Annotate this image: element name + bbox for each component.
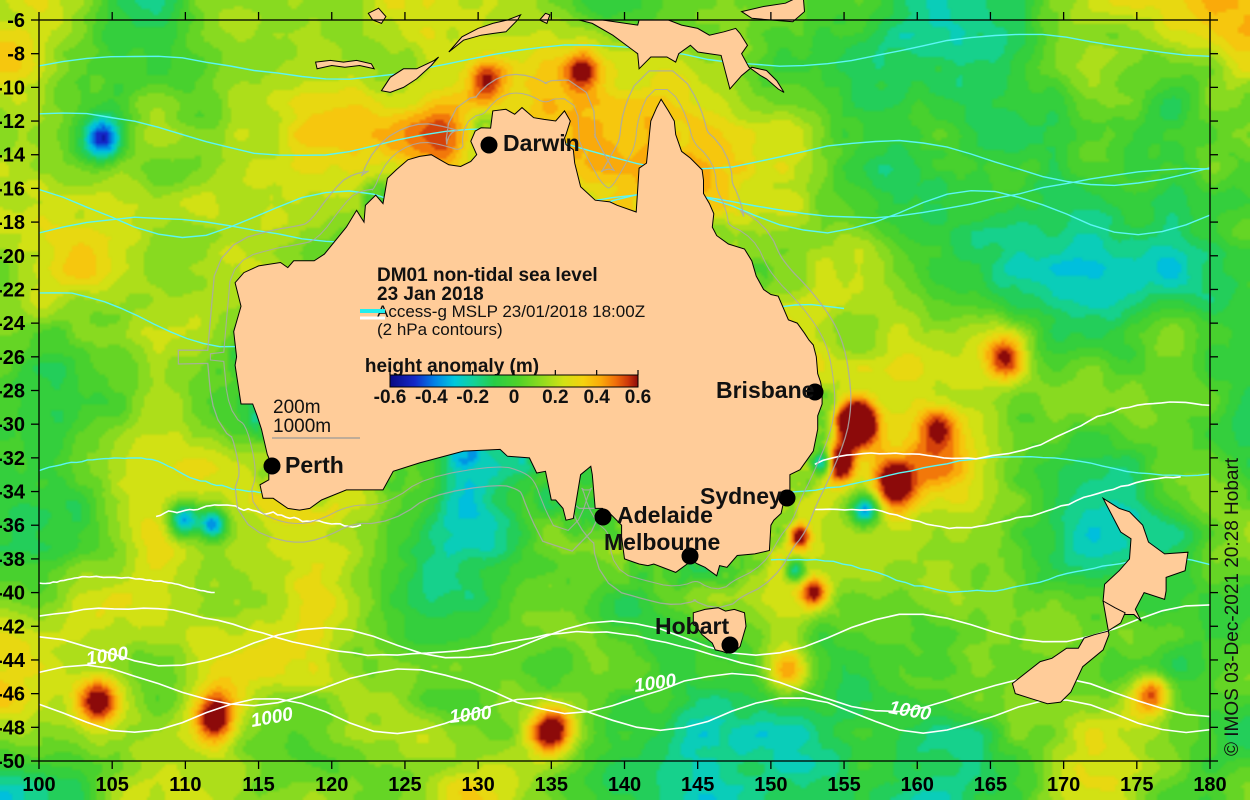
svg-text:Sydney: Sydney [700,483,782,509]
svg-text:© IMOS 03-Dec-2021 20:28 Hobar: © IMOS 03-Dec-2021 20:28 Hobart [1222,457,1243,756]
svg-text:Adelaide: Adelaide [617,502,713,528]
svg-text:140: 140 [608,774,641,796]
svg-text:-8: -8 [7,44,25,66]
svg-text:-24: -24 [0,313,26,335]
svg-text:-10: -10 [0,77,25,99]
svg-text:-40: -40 [0,583,25,605]
svg-text:Access-g MSLP 23/01/2018 18:00: Access-g MSLP 23/01/2018 18:00Z [377,302,645,321]
svg-text:130: 130 [461,774,494,796]
svg-text:155: 155 [827,774,860,796]
svg-text:-26: -26 [0,347,25,369]
svg-text:150: 150 [754,774,787,796]
svg-text:-28: -28 [0,381,25,403]
svg-text:0.4: 0.4 [583,387,610,408]
svg-text:DM01 non-tidal sea level: DM01 non-tidal sea level [377,265,598,286]
svg-text:100: 100 [22,774,55,796]
svg-text:-0.6: -0.6 [374,387,407,408]
svg-text:170: 170 [1047,774,1080,796]
svg-text:1000: 1000 [887,697,933,725]
svg-text:-34: -34 [0,482,26,504]
svg-text:1000: 1000 [448,703,493,728]
svg-text:Brisbane: Brisbane [716,377,814,403]
svg-text:-16: -16 [0,178,25,200]
svg-text:0.2: 0.2 [542,387,568,408]
svg-text:1000: 1000 [633,670,678,697]
svg-text:165: 165 [974,774,1007,796]
svg-text:135: 135 [535,774,568,796]
svg-text:Darwin: Darwin [503,130,580,156]
svg-text:-32: -32 [0,448,25,470]
svg-text:-0.2: -0.2 [456,387,489,408]
svg-text:175: 175 [1120,774,1153,796]
svg-text:115: 115 [242,774,274,796]
svg-text:200m: 200m [273,397,321,418]
svg-text:(2 hPa contours): (2 hPa contours) [377,320,503,339]
svg-text:-14: -14 [0,145,26,167]
svg-text:145: 145 [681,774,714,796]
svg-text:-44: -44 [0,650,26,672]
svg-text:-36: -36 [0,515,25,537]
svg-text:180: 180 [1193,774,1226,796]
svg-text:-46: -46 [0,684,25,706]
svg-text:110: 110 [169,774,201,796]
svg-text:1000: 1000 [249,704,295,732]
svg-text:120: 120 [315,774,348,796]
svg-text:-12: -12 [0,111,25,133]
svg-text:-48: -48 [0,717,25,739]
svg-text:height anomaly (m): height anomaly (m) [365,356,539,377]
svg-text:1000: 1000 [85,643,130,670]
svg-text:-6: -6 [7,10,25,32]
svg-text:105: 105 [96,774,129,796]
svg-text:Melbourne: Melbourne [604,529,720,555]
svg-text:-42: -42 [0,616,25,638]
svg-text:0.6: 0.6 [625,387,651,408]
svg-text:1000m: 1000m [273,416,331,437]
svg-text:-18: -18 [0,212,25,234]
svg-text:Hobart: Hobart [655,613,729,639]
svg-text:-30: -30 [0,414,25,436]
svg-text:125: 125 [388,774,421,796]
svg-text:0: 0 [509,387,520,408]
svg-text:-50: -50 [0,751,25,773]
svg-text:Perth: Perth [285,452,344,478]
svg-text:160: 160 [901,774,934,796]
svg-text:-0.4: -0.4 [415,387,448,408]
svg-text:-20: -20 [0,246,25,268]
svg-text:-22: -22 [0,279,25,301]
svg-text:-38: -38 [0,549,25,571]
